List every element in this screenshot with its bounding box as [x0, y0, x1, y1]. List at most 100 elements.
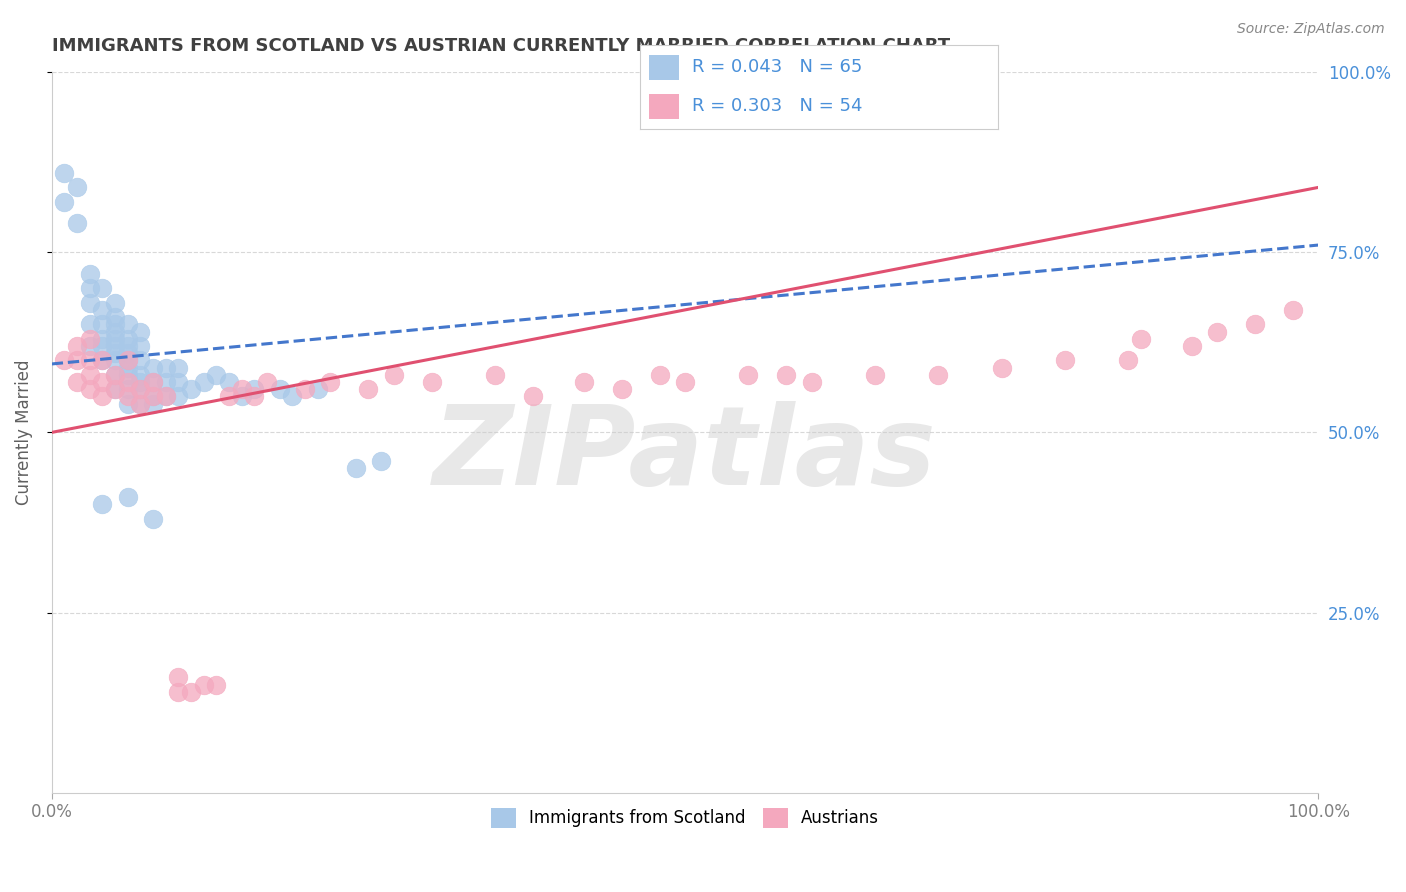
Point [129, 382, 152, 396]
Point [53, 353, 76, 368]
Point [91, 339, 114, 353]
Point [79, 332, 101, 346]
Point [927, 368, 949, 382]
Point [117, 375, 139, 389]
Point [104, 325, 127, 339]
Point [155, 375, 177, 389]
Point [193, 677, 215, 691]
Point [91, 353, 114, 368]
Text: ZIPatlas: ZIPatlas [433, 401, 936, 508]
Point [370, 454, 392, 468]
Point [53, 194, 76, 209]
Point [180, 382, 202, 396]
Point [104, 332, 127, 346]
Text: R = 0.303   N = 54: R = 0.303 N = 54 [692, 97, 862, 115]
Point [648, 368, 671, 382]
Point [1116, 353, 1139, 368]
Point [800, 375, 823, 389]
Point [1129, 332, 1152, 346]
Point [522, 389, 544, 403]
Point [155, 389, 177, 403]
Point [180, 685, 202, 699]
Point [117, 368, 139, 382]
Point [91, 318, 114, 332]
Point [117, 360, 139, 375]
Point [91, 332, 114, 346]
Point [142, 389, 165, 403]
Point [117, 382, 139, 396]
Point [129, 396, 152, 410]
Point [104, 346, 127, 360]
Point [104, 310, 127, 325]
Point [79, 339, 101, 353]
Legend: Immigrants from Scotland, Austrians: Immigrants from Scotland, Austrians [485, 801, 886, 835]
Point [117, 490, 139, 504]
Point [104, 318, 127, 332]
Point [79, 318, 101, 332]
Point [142, 396, 165, 410]
Point [104, 339, 127, 353]
Point [117, 389, 139, 403]
Point [218, 389, 240, 403]
Point [66, 353, 89, 368]
Point [117, 318, 139, 332]
Point [104, 353, 127, 368]
Point [1206, 325, 1229, 339]
Point [231, 389, 253, 403]
Point [673, 375, 696, 389]
Point [79, 382, 101, 396]
Point [167, 685, 190, 699]
Point [91, 302, 114, 317]
Point [167, 360, 190, 375]
Point [167, 389, 190, 403]
Point [66, 180, 89, 194]
Y-axis label: Currently Married: Currently Married [15, 359, 32, 505]
Point [142, 375, 165, 389]
Point [484, 368, 506, 382]
Text: IMMIGRANTS FROM SCOTLAND VS AUSTRIAN CURRENTLY MARRIED CORRELATION CHART: IMMIGRANTS FROM SCOTLAND VS AUSTRIAN CUR… [52, 37, 950, 55]
Point [142, 360, 165, 375]
Point [193, 375, 215, 389]
Bar [648, 94, 679, 120]
Point [281, 389, 304, 403]
Point [129, 368, 152, 382]
Point [243, 382, 266, 396]
Point [129, 382, 152, 396]
Point [142, 512, 165, 526]
Point [104, 295, 127, 310]
Point [382, 368, 405, 382]
Bar [648, 54, 679, 80]
Point [572, 375, 595, 389]
Point [357, 382, 380, 396]
Point [129, 325, 152, 339]
Point [420, 375, 443, 389]
Point [1053, 353, 1076, 368]
Point [129, 375, 152, 389]
Point [66, 339, 89, 353]
Point [129, 353, 152, 368]
Point [319, 375, 342, 389]
Point [104, 368, 127, 382]
Point [117, 332, 139, 346]
Point [91, 498, 114, 512]
Point [91, 281, 114, 295]
Point [269, 382, 291, 396]
Point [205, 368, 228, 382]
Point [117, 396, 139, 410]
Point [243, 389, 266, 403]
Point [91, 375, 114, 389]
Text: Source: ZipAtlas.com: Source: ZipAtlas.com [1237, 22, 1385, 37]
Point [79, 353, 101, 368]
Point [990, 360, 1012, 375]
Point [79, 368, 101, 382]
Point [610, 382, 633, 396]
Point [91, 353, 114, 368]
Point [66, 216, 89, 230]
Point [1244, 318, 1267, 332]
Point [256, 375, 278, 389]
Point [142, 389, 165, 403]
Point [117, 346, 139, 360]
Point [294, 382, 316, 396]
Point [142, 375, 165, 389]
Point [53, 166, 76, 180]
